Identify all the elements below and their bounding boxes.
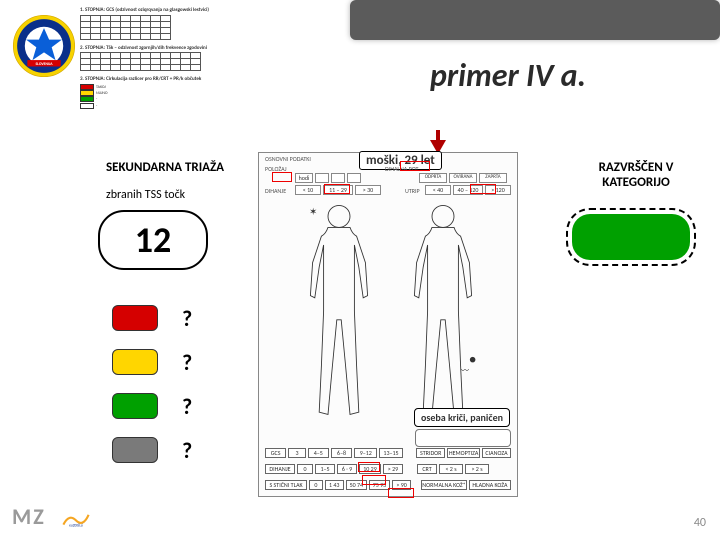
- nmp-logo: SLOVENIJA: [12, 14, 76, 78]
- eu2008-icon: eu2008.si: [62, 510, 90, 528]
- tt3-title: 3. STOPNJA: Cirkulacija razlicer pro RR/…: [80, 77, 300, 83]
- polozaj-4: [347, 173, 361, 183]
- slide-root: SLOVENIJA 1. STOPNJA: GCS (odzivnost ozi…: [0, 0, 720, 540]
- cat-row-yellow: ?: [112, 344, 242, 380]
- dihanje-1: < 10: [295, 185, 321, 195]
- dihalna-zaprta: ZAPRTA: [479, 173, 507, 183]
- sekundarna-heading: SEKUNDARNA TRIAŽA: [106, 160, 224, 175]
- razv-l2: KATEGORIJO: [576, 175, 696, 190]
- body-front-icon: [289, 201, 389, 421]
- cat-q-yellow: ?: [182, 349, 192, 376]
- lbl-dihanje: DIHANJE: [265, 187, 286, 195]
- svg-text:SLOVENIJA: SLOVENIJA: [35, 62, 53, 67]
- triage-form: moški, 29 let OSNOVNI PODATKI POLOŽAJ DI…: [258, 152, 518, 497]
- lbl-utrip: UTRIP: [405, 187, 420, 195]
- bottom-score-rows: GCS 3 4–5 6–8 9–12 13–15 STRIDOR HEMOPTI…: [265, 444, 511, 492]
- page-title: primer IV a.: [430, 56, 586, 95]
- points-value: 12: [135, 218, 172, 262]
- cat-q-red: ?: [182, 305, 192, 332]
- mark-drop: ●: [469, 353, 476, 367]
- cat-row-gray: ?: [112, 432, 242, 468]
- title-bar: [350, 0, 720, 40]
- dihalna-ovirana: OVIRANA: [449, 173, 477, 183]
- red-highlight: [362, 475, 386, 485]
- svg-text:eu2008.si: eu2008.si: [69, 524, 83, 528]
- category-result-fill: [572, 214, 690, 260]
- utrip-1: < 40: [425, 185, 451, 195]
- red-highlight: [358, 462, 380, 472]
- swatch-gray: [112, 437, 158, 463]
- red-highlight: [388, 488, 414, 498]
- red-highlight: [470, 184, 496, 194]
- zbranih-label: zbranih TSS točk: [106, 188, 185, 202]
- razv-l1: RAZVRŠČEN V: [576, 160, 696, 175]
- dihalna-odprta: ODPRTA: [419, 173, 447, 183]
- mark-star: ✶: [309, 205, 317, 218]
- swatch-red: [112, 305, 158, 331]
- cat-q-gray: ?: [182, 437, 192, 464]
- body-back-icon: [393, 201, 493, 421]
- cat-row-red: ?: [112, 300, 242, 336]
- dihanje-3: > 30: [355, 185, 381, 195]
- mark-wave: 〰: [461, 365, 469, 376]
- category-result-pill: [566, 208, 696, 266]
- tlak-label: S STIČNI TLAK: [265, 480, 307, 490]
- top-reference-tables: 1. STOPNJA: GCS (odzivnost oziqrqvanja n…: [80, 8, 300, 138]
- tt1-title: 1. STOPNJA: GCS (odzivnost oziqrqvanja n…: [80, 8, 300, 14]
- tt2-table: [80, 52, 201, 71]
- mz-logo-text: MZ: [12, 503, 46, 530]
- swatch-green: [112, 393, 158, 419]
- red-highlight: [272, 172, 292, 182]
- tt3-colors: TAKOJ NUJNO - -: [80, 84, 300, 109]
- cat-row-green: ?: [112, 388, 242, 424]
- page-number: 40: [694, 516, 706, 530]
- red-highlight: [400, 161, 430, 171]
- oseba-note: oseba kriči, paničen: [414, 408, 510, 427]
- polozaj-3: [331, 173, 345, 183]
- tt1-table: [80, 15, 171, 40]
- dihanje-label2: DIHANJE: [265, 464, 295, 474]
- tt2-title: 2. STOPNJA: TSk – odzivnost zgornjih/dih…: [80, 46, 300, 52]
- red-highlight: [324, 184, 350, 194]
- lbl-osnovni: OSNOVNI PODATKI: [265, 155, 311, 163]
- polozaj-2: [315, 173, 329, 183]
- gcs-label: GCS: [265, 448, 286, 458]
- swatch-yellow: [112, 349, 158, 375]
- points-pill: 12: [98, 210, 208, 270]
- razv-heading: RAZVRŠČEN V KATEGORIJO: [576, 160, 696, 190]
- polozaj-hodi: hodi: [295, 173, 313, 183]
- cat-q-green: ?: [182, 393, 192, 420]
